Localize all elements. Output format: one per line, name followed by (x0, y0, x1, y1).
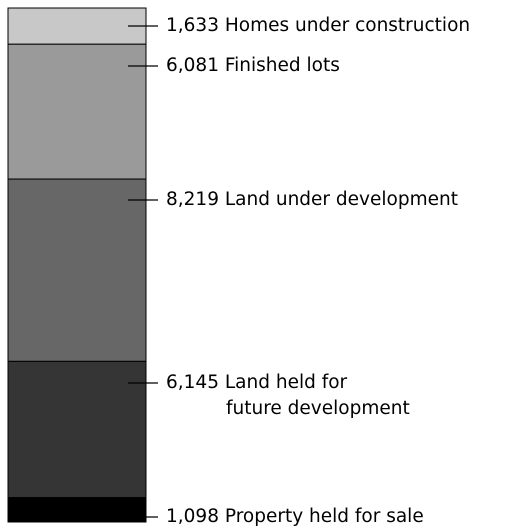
bar-segment (7, 43, 147, 180)
bar-segment (7, 497, 147, 523)
bar-segment (7, 360, 147, 499)
segment-label: 6,081 Finished lots (166, 55, 340, 76)
value-label: 6,081 (166, 55, 219, 76)
segment-label: 6,145 Land held for future development (166, 372, 410, 419)
category-label: Homes under construction (225, 15, 470, 36)
category-line: Land held for (225, 372, 353, 393)
segment-label: 1,098 Property held for sale (166, 506, 424, 527)
value-label: 1,098 (166, 506, 219, 527)
value-label: 1,633 (166, 15, 219, 36)
category-label: Property held for sale (225, 506, 424, 527)
category-label: Finished lots (225, 55, 340, 76)
segment-label: 1,633 Homes under construction (166, 15, 470, 36)
value-label: 6,145 (166, 372, 219, 393)
category-label: Land held for future development (225, 372, 410, 419)
category-line: future development (226, 398, 410, 419)
value-label: 8,219 (166, 189, 219, 210)
category-label: Land under development (225, 189, 458, 210)
bar-segment (7, 7, 147, 45)
segment-label: 8,219 Land under development (166, 189, 458, 210)
bar-segment (7, 178, 147, 362)
